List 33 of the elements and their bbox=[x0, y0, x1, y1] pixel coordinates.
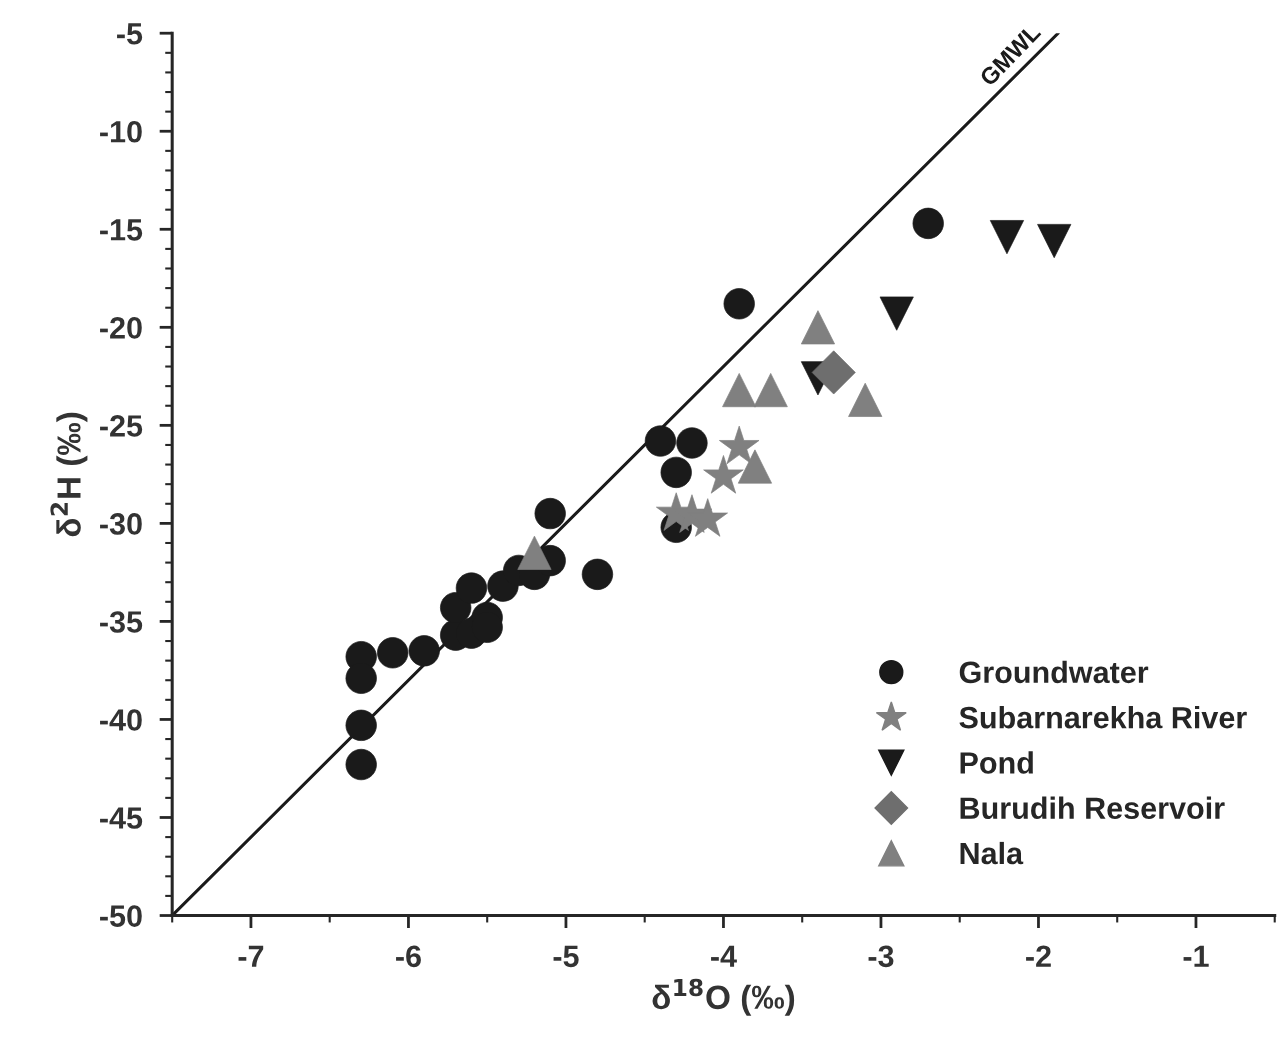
x-tick-label: -6 bbox=[396, 945, 421, 968]
y-tick-label: -35 bbox=[100, 611, 143, 633]
legend-label: Groundwater bbox=[959, 660, 1149, 684]
point bbox=[345, 709, 377, 741]
legend-label: Nala bbox=[960, 841, 1024, 865]
point bbox=[455, 572, 488, 604]
x-tick-label: -3 bbox=[868, 945, 894, 968]
point bbox=[534, 497, 566, 530]
y-tick-label: -20 bbox=[100, 317, 142, 339]
y-tick-label: -30 bbox=[100, 513, 142, 535]
x-axis-title: δ$^{18}$O (‰) bbox=[652, 978, 795, 1016]
x-tick-label: -7 bbox=[238, 945, 264, 967]
legend-label: Pond bbox=[960, 751, 1033, 774]
y-axis-title: δ$^{2}$H (‰) bbox=[50, 412, 88, 537]
y-tick-label: -5 bbox=[117, 23, 143, 45]
legend-label: Subarnarekha River bbox=[959, 706, 1247, 729]
x-tick-label: -4 bbox=[711, 945, 737, 967]
point bbox=[723, 288, 755, 320]
point bbox=[660, 456, 692, 489]
y-tick-label: -50 bbox=[100, 905, 142, 927]
point bbox=[377, 637, 409, 669]
point bbox=[912, 207, 944, 240]
y-tick-label: -15 bbox=[100, 219, 143, 241]
x-tick-label: -1 bbox=[1183, 945, 1209, 967]
y-tick-label: -10 bbox=[100, 120, 142, 143]
legend-label: Burudih Reservoir bbox=[960, 796, 1225, 820]
point bbox=[408, 635, 440, 667]
y-tick-label: -45 bbox=[100, 807, 143, 829]
x-tick-label: -2 bbox=[1026, 945, 1051, 967]
point bbox=[811, 350, 856, 395]
y-tick-label: -40 bbox=[100, 709, 142, 731]
y-tick-label: -25 bbox=[100, 415, 143, 437]
x-tick-label: -5 bbox=[553, 945, 579, 968]
